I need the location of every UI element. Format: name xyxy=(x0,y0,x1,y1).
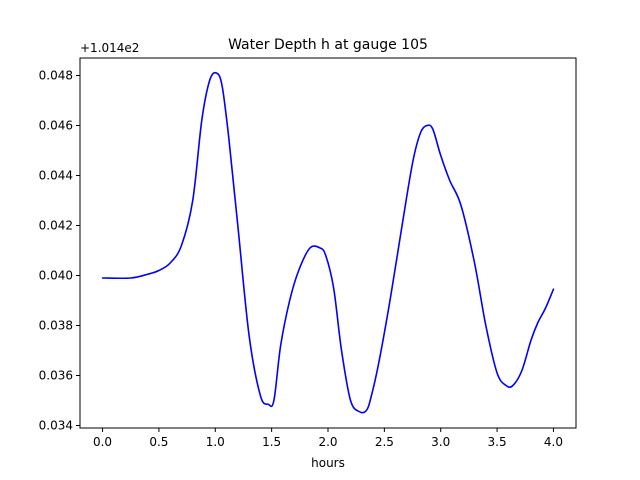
y-tick-label: 0.038 xyxy=(39,319,73,333)
x-tick-label: 3.5 xyxy=(488,435,507,449)
x-tick-label: 0.5 xyxy=(149,435,168,449)
x-tick-label: 4.0 xyxy=(544,435,563,449)
x-axis: 0.0 0.5 1.0 1.5 2.0 2.5 3.0 3.5 4.0 xyxy=(93,428,563,449)
x-tick-label: 2.5 xyxy=(375,435,394,449)
chart-title: Water Depth h at gauge 105 xyxy=(228,37,428,53)
y-axis: 0.034 0.036 0.038 0.040 0.042 0.044 0.046 0.048 xyxy=(39,69,80,433)
series-line-0 xyxy=(101,71,555,414)
y-tick-label: 0.046 xyxy=(39,119,73,133)
y-tick-label: 0.036 xyxy=(39,369,73,383)
y-tick-label: 0.048 xyxy=(39,69,73,83)
x-tick-label: 1.0 xyxy=(206,435,225,449)
x-tick-label: 2.0 xyxy=(318,435,337,449)
y-tick-label: 0.044 xyxy=(39,169,73,183)
y-tick-label: 0.042 xyxy=(39,219,73,233)
y-tick-label: 0.040 xyxy=(39,269,73,283)
x-tick-label: 0.0 xyxy=(93,435,112,449)
x-axis-label: hours xyxy=(311,456,345,470)
x-tick-label: 1.5 xyxy=(262,435,281,449)
plot-frame xyxy=(79,57,577,429)
y-tick-label: 0.034 xyxy=(39,419,73,433)
x-tick-label: 3.0 xyxy=(431,435,450,449)
plot-area xyxy=(79,57,577,429)
y-offset-label: +1.014e2 xyxy=(80,41,139,55)
